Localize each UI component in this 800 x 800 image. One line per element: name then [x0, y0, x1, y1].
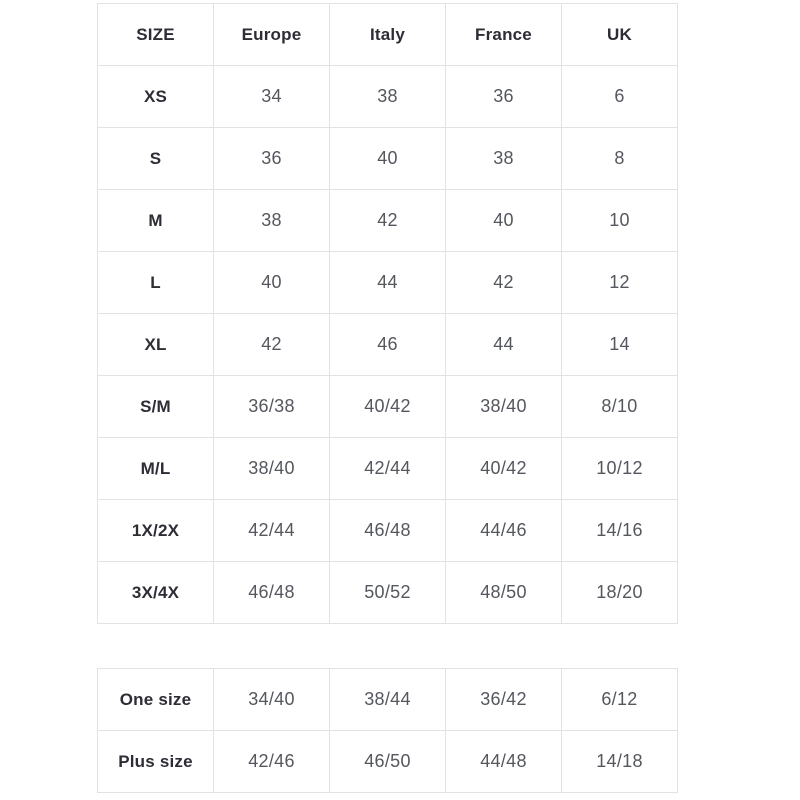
size-conversion-table: SIZE Europe Italy France UK XS 34 38 36 …: [97, 3, 678, 624]
value-cell: 44/48: [445, 730, 562, 793]
size-label-cell: L: [97, 251, 214, 314]
size-label-cell: M: [97, 189, 214, 252]
table-row-xl: XL 42 46 44 14: [97, 313, 678, 376]
value-cell: 46: [329, 313, 446, 376]
header-cell-uk: UK: [561, 3, 678, 66]
value-cell: 14/18: [561, 730, 678, 793]
value-cell: 10: [561, 189, 678, 252]
size-label-cell: One size: [97, 668, 214, 731]
value-cell: 38: [213, 189, 330, 252]
value-cell: 10/12: [561, 437, 678, 500]
value-cell: 42: [329, 189, 446, 252]
size-label-cell: XS: [97, 65, 214, 128]
value-cell: 38/40: [213, 437, 330, 500]
value-cell: 6: [561, 65, 678, 128]
value-cell: 38: [329, 65, 446, 128]
value-cell: 40: [329, 127, 446, 190]
value-cell: 14: [561, 313, 678, 376]
value-cell: 6/12: [561, 668, 678, 731]
size-label-cell: 1X/2X: [97, 499, 214, 562]
size-label-cell: Plus size: [97, 730, 214, 793]
value-cell: 42: [213, 313, 330, 376]
value-cell: 8/10: [561, 375, 678, 438]
header-cell-europe: Europe: [213, 3, 330, 66]
value-cell: 36: [213, 127, 330, 190]
value-cell: 40: [445, 189, 562, 252]
value-cell: 38: [445, 127, 562, 190]
header-row: SIZE Europe Italy France UK: [97, 3, 678, 66]
size-label-cell: S: [97, 127, 214, 190]
table-row-ml: M/L 38/40 42/44 40/42 10/12: [97, 437, 678, 500]
table-row-one-size: One size 34/40 38/44 36/42 6/12: [97, 668, 678, 731]
size-label-cell: S/M: [97, 375, 214, 438]
value-cell: 34/40: [213, 668, 330, 731]
value-cell: 42/44: [329, 437, 446, 500]
value-cell: 34: [213, 65, 330, 128]
size-label-cell: 3X/4X: [97, 561, 214, 624]
value-cell: 38/40: [445, 375, 562, 438]
table-row-s: S 36 40 38 8: [97, 127, 678, 190]
value-cell: 36/42: [445, 668, 562, 731]
value-cell: 44: [329, 251, 446, 314]
value-cell: 42/44: [213, 499, 330, 562]
value-cell: 42: [445, 251, 562, 314]
header-cell-france: France: [445, 3, 562, 66]
table-row-xs: XS 34 38 36 6: [97, 65, 678, 128]
value-cell: 14/16: [561, 499, 678, 562]
header-cell-size: SIZE: [97, 3, 214, 66]
table-row-1x2x: 1X/2X 42/44 46/48 44/46 14/16: [97, 499, 678, 562]
table-row-m: M 38 42 40 10: [97, 189, 678, 252]
value-cell: 42/46: [213, 730, 330, 793]
value-cell: 46/48: [329, 499, 446, 562]
value-cell: 44/46: [445, 499, 562, 562]
size-label-cell: XL: [97, 313, 214, 376]
value-cell: 50/52: [329, 561, 446, 624]
special-sizes-table: One size 34/40 38/44 36/42 6/12 Plus siz…: [97, 668, 678, 793]
table-row-l: L 40 44 42 12: [97, 251, 678, 314]
value-cell: 8: [561, 127, 678, 190]
table-row-3x4x: 3X/4X 46/48 50/52 48/50 18/20: [97, 561, 678, 624]
value-cell: 36/38: [213, 375, 330, 438]
table-row-plus-size: Plus size 42/46 46/50 44/48 14/18: [97, 730, 678, 793]
value-cell: 46/50: [329, 730, 446, 793]
value-cell: 18/20: [561, 561, 678, 624]
value-cell: 12: [561, 251, 678, 314]
value-cell: 36: [445, 65, 562, 128]
value-cell: 40/42: [329, 375, 446, 438]
value-cell: 46/48: [213, 561, 330, 624]
header-cell-italy: Italy: [329, 3, 446, 66]
size-label-cell: M/L: [97, 437, 214, 500]
table-row-sm: S/M 36/38 40/42 38/40 8/10: [97, 375, 678, 438]
value-cell: 48/50: [445, 561, 562, 624]
value-cell: 40: [213, 251, 330, 314]
value-cell: 40/42: [445, 437, 562, 500]
value-cell: 44: [445, 313, 562, 376]
value-cell: 38/44: [329, 668, 446, 731]
